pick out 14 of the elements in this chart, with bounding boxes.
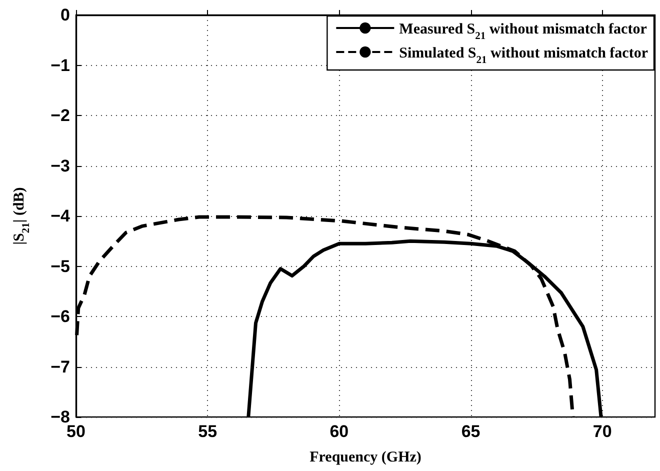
x-axis-title: Frequency (GHz)	[310, 450, 422, 466]
y-axis-title: |S21| (dB)	[12, 187, 32, 245]
y-tick-label: −5	[50, 256, 70, 276]
y-tick-label: 0	[60, 6, 70, 24]
y-tick-label: −3	[50, 156, 70, 176]
x-tick-label: 70	[592, 422, 612, 441]
x-tick-label: 65	[461, 422, 480, 441]
x-tick-label: 60	[330, 422, 349, 441]
y-tick-label: −7	[50, 357, 70, 376]
y-tick-label: −2	[50, 106, 70, 125]
y-tick-label: −6	[50, 307, 70, 326]
x-tick-label: 55	[198, 422, 218, 441]
y-tick-label: −4	[50, 206, 71, 226]
y-tick-label: −1	[50, 56, 70, 75]
